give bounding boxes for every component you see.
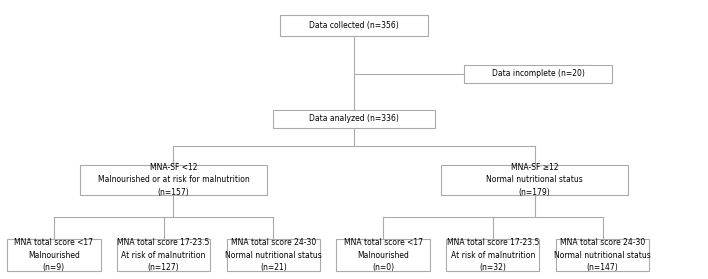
FancyBboxPatch shape	[7, 239, 101, 271]
FancyBboxPatch shape	[440, 165, 629, 195]
Text: Data collected (n=356): Data collected (n=356)	[309, 21, 399, 30]
FancyBboxPatch shape	[273, 110, 435, 128]
Text: MNA-SF ≥12
Normal nutritional status
(n=179): MNA-SF ≥12 Normal nutritional status (n=…	[486, 163, 583, 197]
Text: Data incomplete (n=20): Data incomplete (n=20)	[491, 69, 585, 78]
FancyBboxPatch shape	[117, 239, 210, 271]
FancyBboxPatch shape	[556, 239, 649, 271]
Text: Data analyzed (n=336): Data analyzed (n=336)	[309, 114, 399, 123]
FancyBboxPatch shape	[446, 239, 539, 271]
FancyBboxPatch shape	[227, 239, 320, 271]
Text: MNA total score 24-30
Normal nutritional status
(n=21): MNA total score 24-30 Normal nutritional…	[225, 238, 321, 272]
FancyBboxPatch shape	[280, 15, 428, 35]
Text: MNA-SF <12
Malnourished or at risk for malnutrition
(n=157): MNA-SF <12 Malnourished or at risk for m…	[98, 163, 249, 197]
Text: MNA total score <17
Malnourished
(n=9): MNA total score <17 Malnourished (n=9)	[14, 238, 93, 272]
Text: MNA total score 17-23.5
At risk of malnutrition
(n=127): MNA total score 17-23.5 At risk of malnu…	[118, 238, 210, 272]
Text: MNA total score 17-23.5
At risk of malnutrition
(n=32): MNA total score 17-23.5 At risk of malnu…	[447, 238, 539, 272]
FancyBboxPatch shape	[464, 65, 612, 83]
Text: MNA total score 24-30
Normal nutritional status
(n=147): MNA total score 24-30 Normal nutritional…	[554, 238, 651, 272]
Text: MNA total score <17
Malnourished
(n=0): MNA total score <17 Malnourished (n=0)	[343, 238, 423, 272]
FancyBboxPatch shape	[336, 239, 430, 271]
FancyBboxPatch shape	[79, 165, 267, 195]
